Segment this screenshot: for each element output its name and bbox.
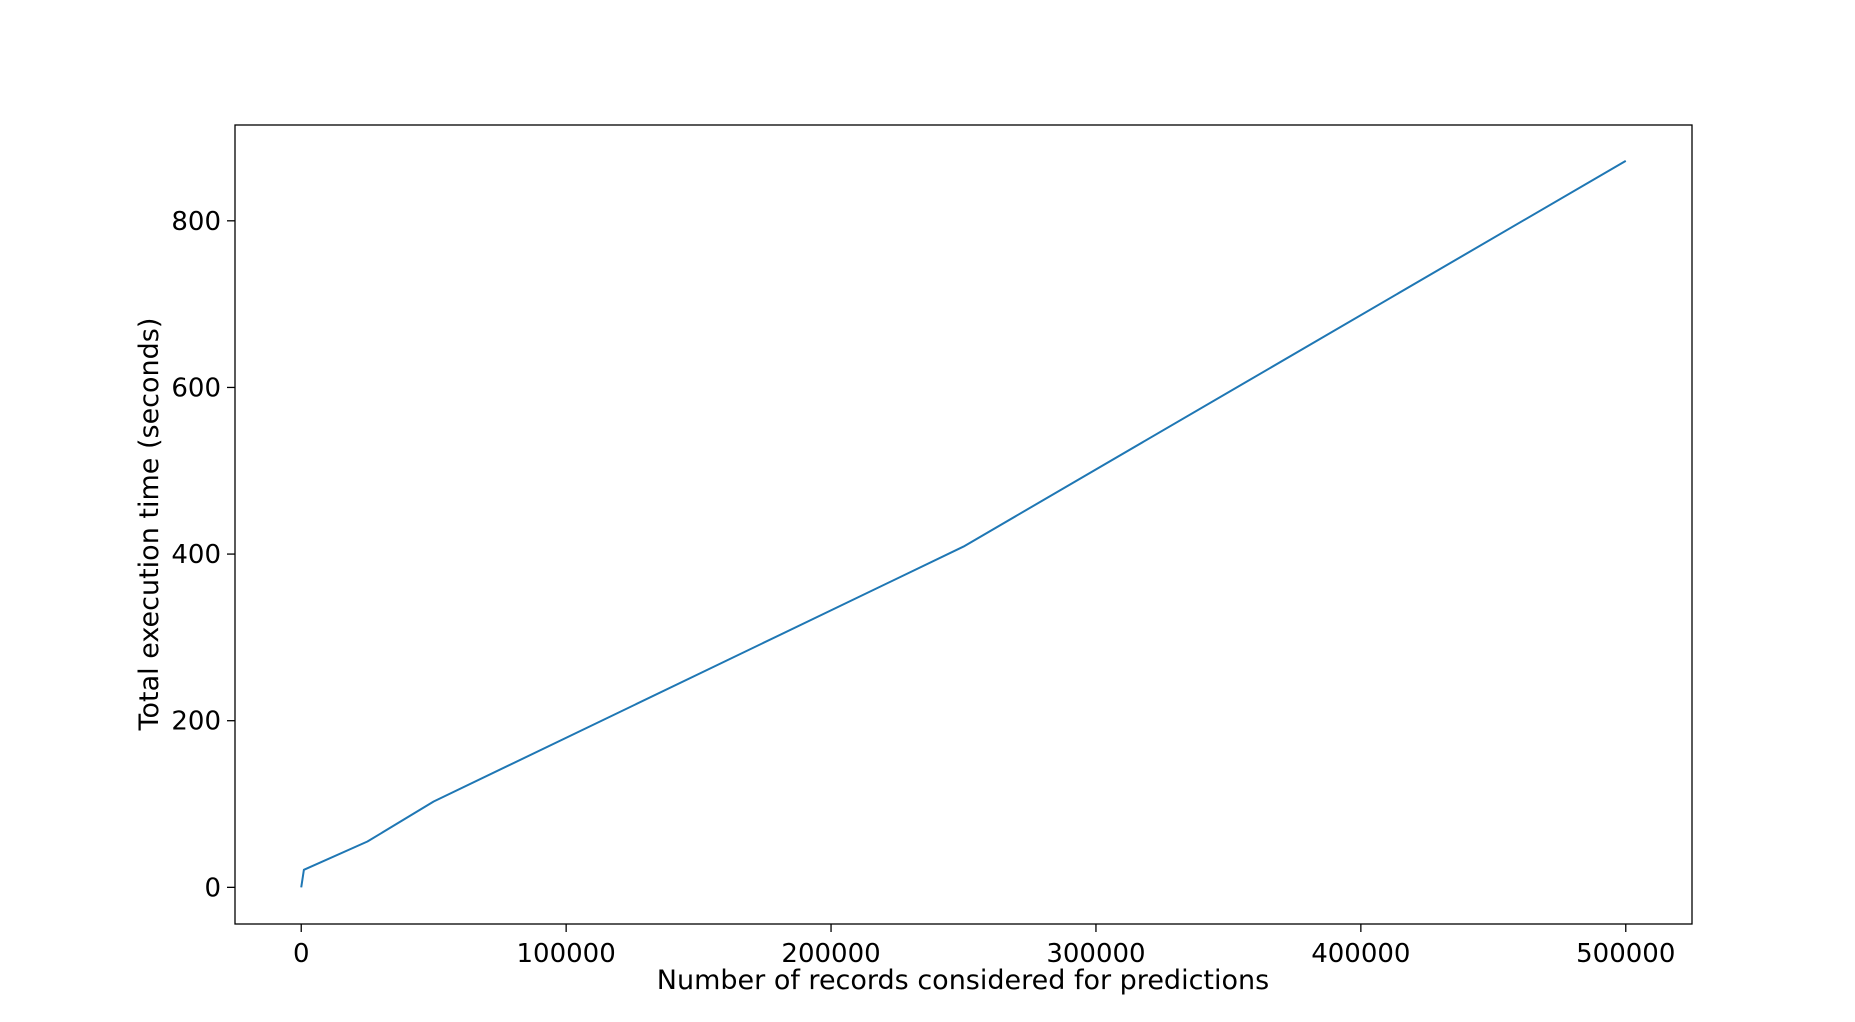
x-tick-label: 400000	[1311, 939, 1410, 969]
y-tick-label: 800	[171, 207, 221, 237]
y-axis-label: Total execution time (seconds)	[134, 318, 165, 732]
x-tick-label: 300000	[1046, 939, 1145, 969]
y-tick-label: 600	[171, 373, 221, 403]
y-tick-label: 400	[171, 540, 221, 570]
x-axis-label: Number of records considered for predict…	[657, 965, 1269, 996]
x-tick-label: 0	[293, 939, 310, 969]
y-tick-label: 0	[204, 873, 221, 903]
x-tick-label: 200000	[781, 939, 880, 969]
x-tick-label: 500000	[1576, 939, 1675, 969]
series-line	[300, 159, 1627, 888]
plot-frame	[234, 124, 1693, 925]
y-axis-ticks: 0 200 400 600 800	[171, 207, 235, 903]
x-tick-label: 100000	[517, 939, 616, 969]
series-layer	[300, 159, 1627, 888]
x-axis-ticks: 0 100000 200000 300000 400000 500000	[293, 924, 1675, 969]
y-tick-label: 200	[171, 707, 221, 737]
